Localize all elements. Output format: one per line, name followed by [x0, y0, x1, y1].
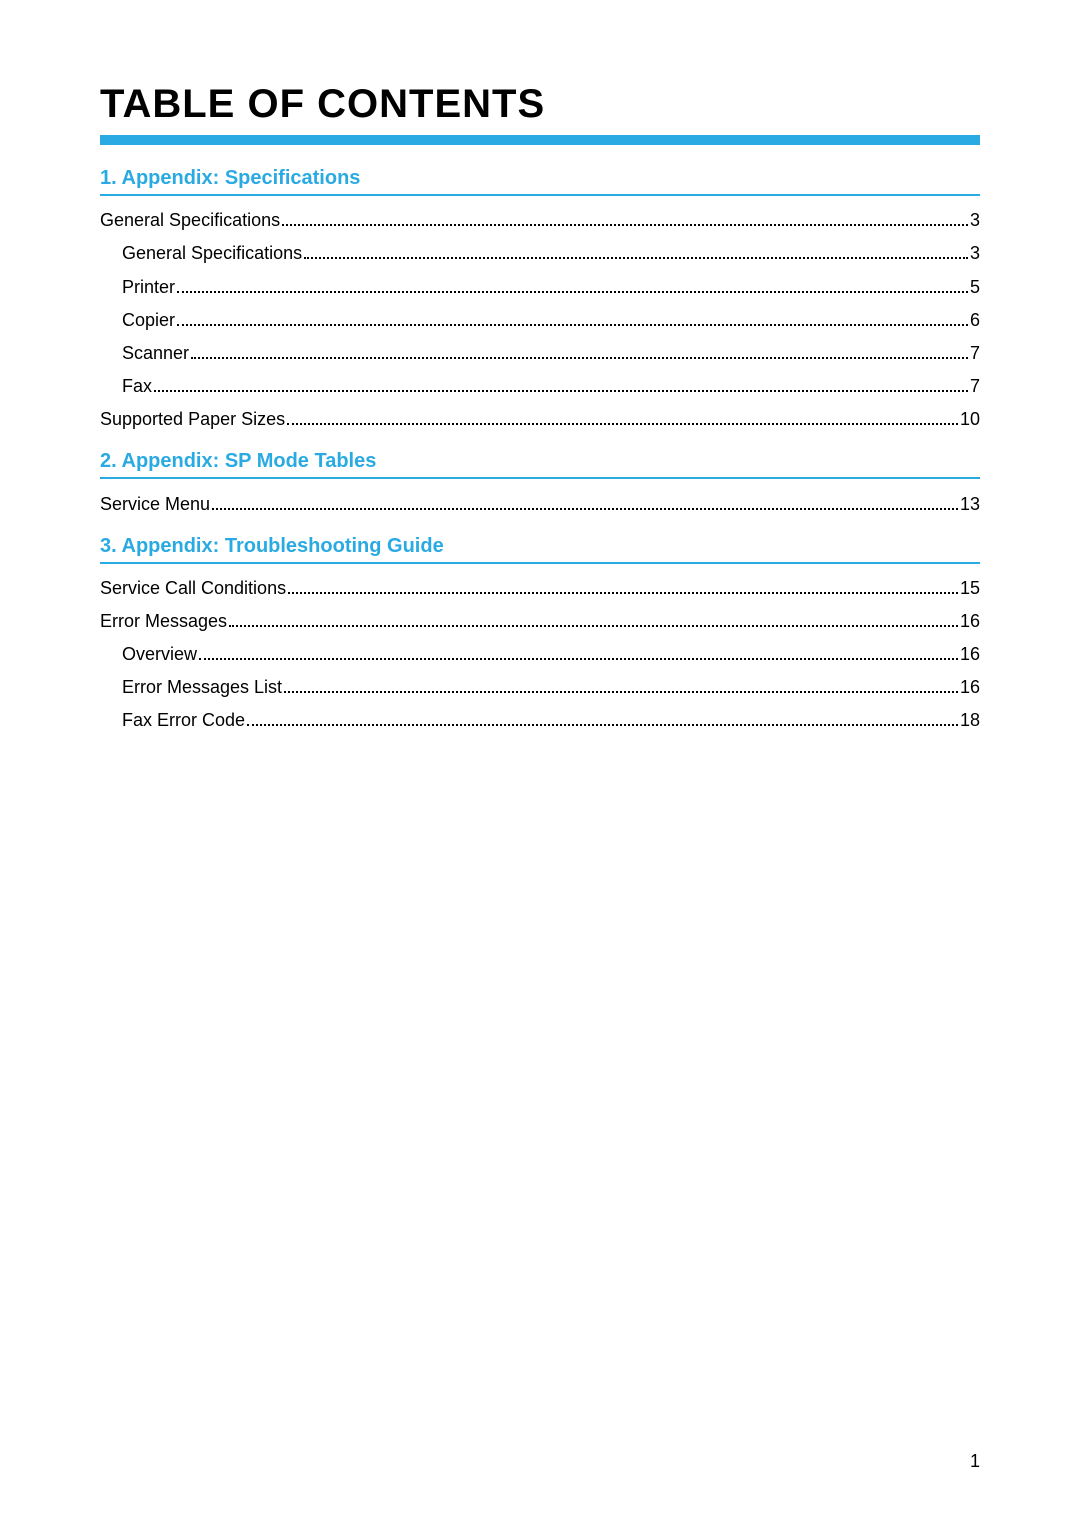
toc-entry-label: General Specifications	[100, 211, 280, 229]
toc-entry-page: 3	[970, 211, 980, 229]
toc-entry[interactable]: General Specifications 3	[100, 210, 980, 229]
toc-leader-dots	[229, 611, 958, 627]
toc-entry[interactable]: Error Messages List 16	[100, 677, 980, 696]
toc-entry[interactable]: Service Menu 13	[100, 493, 980, 512]
toc-entry[interactable]: Error Messages 16	[100, 611, 980, 630]
toc-leader-dots	[199, 644, 958, 660]
toc-entry-label: Fax	[122, 377, 152, 395]
toc-sections: 1. Appendix: Specifications General Speci…	[100, 167, 980, 729]
toc-entry-label: Scanner	[122, 344, 189, 362]
toc-leader-dots	[287, 409, 958, 425]
toc-entry[interactable]: Overview 16	[100, 644, 980, 663]
toc-entry-page: 10	[960, 410, 980, 428]
toc-entry-page: 18	[960, 711, 980, 729]
toc-block: Service Call Conditions 15 Error Messages 1…	[100, 578, 980, 730]
toc-leader-dots	[282, 210, 968, 226]
toc-entry[interactable]: Fax 7	[100, 376, 980, 395]
toc-entry[interactable]: Printer 5	[100, 276, 980, 295]
toc-entry-page: 6	[970, 311, 980, 329]
toc-entry-page: 7	[970, 377, 980, 395]
toc-leader-dots	[177, 310, 968, 326]
toc-entry-label: Printer	[122, 278, 175, 296]
toc-entry-label: Error Messages List	[122, 678, 282, 696]
toc-entry-page: 16	[960, 678, 980, 696]
toc-entry-page: 15	[960, 579, 980, 597]
toc-entry[interactable]: Copier 6	[100, 310, 980, 329]
toc-leader-dots	[288, 578, 958, 594]
toc-leader-dots	[191, 343, 968, 359]
toc-entry-page: 5	[970, 278, 980, 296]
toc-block: Service Menu 13	[100, 493, 980, 512]
toc-entry[interactable]: Service Call Conditions 15	[100, 578, 980, 597]
toc-leader-dots	[304, 243, 968, 259]
toc-entry-label: Overview	[122, 645, 197, 663]
toc-entry[interactable]: Supported Paper Sizes 10	[100, 409, 980, 428]
toc-leader-dots	[212, 493, 958, 509]
toc-entry-page: 13	[960, 495, 980, 513]
toc-leader-dots	[177, 276, 968, 292]
toc-entry-label: Copier	[122, 311, 175, 329]
toc-entry-page: 16	[960, 645, 980, 663]
toc-entry-label: General Specifications	[122, 244, 302, 262]
page: TABLE OF CONTENTS 1. Appendix: Specifica…	[0, 0, 1080, 1532]
toc-leader-dots	[247, 710, 958, 726]
title-accent-bar	[100, 135, 980, 145]
toc-leader-dots	[154, 376, 968, 392]
toc-entry[interactable]: General Specifications 3	[100, 243, 980, 262]
section-heading: 2. Appendix: SP Mode Tables	[100, 450, 980, 479]
toc-entry-label: Supported Paper Sizes	[100, 410, 285, 428]
toc-entry[interactable]: Scanner 7	[100, 343, 980, 362]
toc-entry-label: Service Call Conditions	[100, 579, 286, 597]
toc-entry-label: Service Menu	[100, 495, 210, 513]
page-number: 1	[970, 1451, 980, 1472]
toc-entry-page: 7	[970, 344, 980, 362]
section-heading: 1. Appendix: Specifications	[100, 167, 980, 196]
toc-entry-label: Fax Error Code	[122, 711, 245, 729]
toc-entry-page: 16	[960, 612, 980, 630]
section-heading: 3. Appendix: Troubleshooting Guide	[100, 535, 980, 564]
toc-entry[interactable]: Fax Error Code 18	[100, 710, 980, 729]
toc-leader-dots	[284, 677, 958, 693]
toc-entry-page: 3	[970, 244, 980, 262]
toc-block: General Specifications3General Specifica…	[100, 210, 980, 428]
toc-entry-label: Error Messages	[100, 612, 227, 630]
page-title: TABLE OF CONTENTS	[100, 82, 980, 127]
